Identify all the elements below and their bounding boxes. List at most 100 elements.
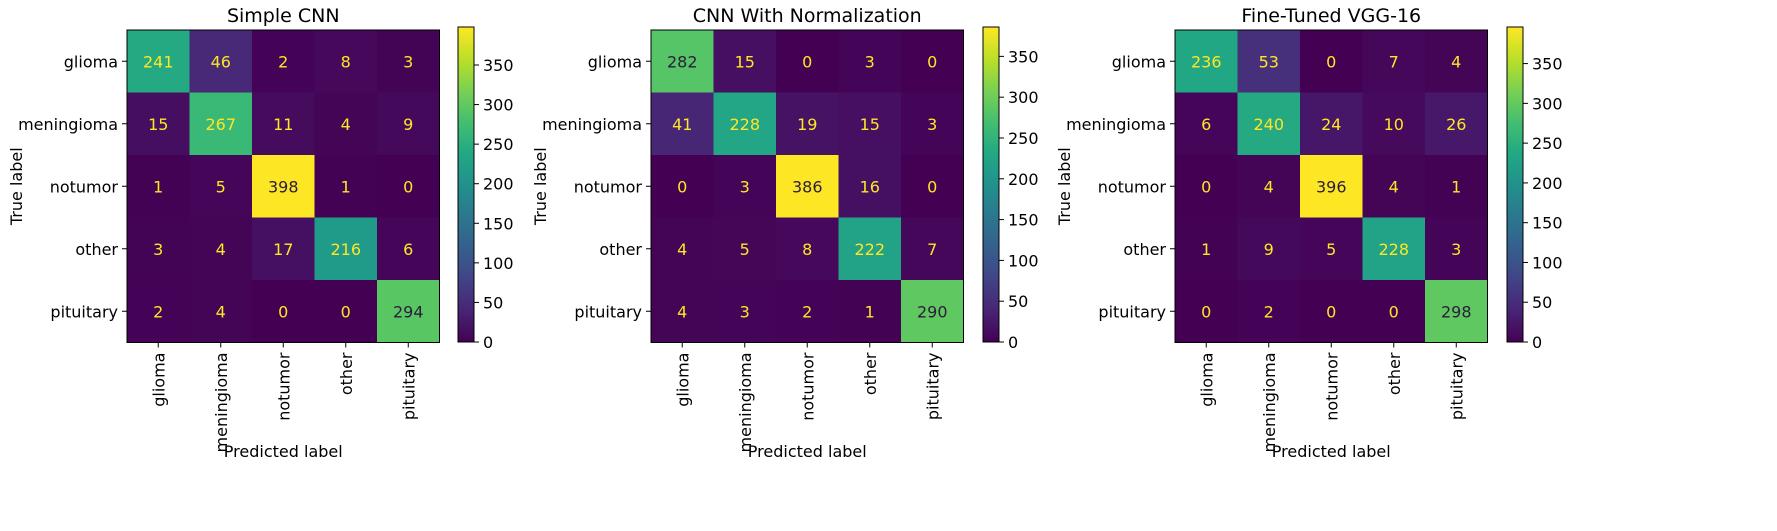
y-tick-label: meningioma xyxy=(18,115,118,134)
heatmap-cell xyxy=(776,280,839,343)
colorbar-tick-label: 100 xyxy=(1532,253,1563,272)
heatmap-cell xyxy=(776,30,839,93)
cell-value-label: 0 xyxy=(927,177,937,196)
cell-value-label: 1 xyxy=(865,302,875,321)
y-tick-label: pituitary xyxy=(50,302,118,321)
cell-value-label: 0 xyxy=(1326,302,1336,321)
heatmap-cell xyxy=(776,217,839,281)
panel-title: Fine-Tuned VGG-16 xyxy=(1241,5,1421,27)
colorbar-tick-label: 150 xyxy=(1008,211,1039,230)
heatmap-cell xyxy=(838,92,902,156)
colorbar-tick-label: 100 xyxy=(483,254,514,273)
colorbar-tick-label: 350 xyxy=(483,56,514,75)
heatmap-cell xyxy=(1175,30,1238,93)
y-axis-label: True label xyxy=(1055,147,1074,226)
y-axis-label: True label xyxy=(531,147,550,226)
cell-value-label: 228 xyxy=(1378,240,1409,259)
cell-value-label: 24 xyxy=(1321,115,1341,134)
colorbar-tick-label: 300 xyxy=(1532,94,1563,113)
heatmap-cell xyxy=(189,30,253,93)
colorbar-tick-label: 50 xyxy=(1008,292,1028,311)
heatmap-cell xyxy=(252,92,315,156)
x-tick-label: other xyxy=(1385,352,1404,395)
cell-value-label: 7 xyxy=(1389,52,1399,71)
y-tick-label: notumor xyxy=(50,177,119,196)
x-tick-label: glioma xyxy=(149,353,168,407)
heatmap-cell xyxy=(838,280,902,343)
cell-value-label: 1 xyxy=(1451,177,1461,196)
x-tick-label: glioma xyxy=(673,353,692,407)
cell-value-label: 5 xyxy=(740,240,750,259)
x-tick-label: meningioma xyxy=(1260,353,1279,453)
colorbar-tick-label: 200 xyxy=(1532,174,1563,193)
heatmap-cell xyxy=(127,217,190,281)
colorbar-tick-label: 200 xyxy=(483,175,514,194)
heatmap-cell xyxy=(189,217,253,281)
cell-value-label: 3 xyxy=(740,302,750,321)
cell-value-label: 15 xyxy=(735,52,755,71)
cell-value-label: 282 xyxy=(667,52,698,71)
heatmap-cell xyxy=(838,217,902,281)
cell-value-label: 290 xyxy=(917,302,948,321)
cell-value-label: 0 xyxy=(403,177,413,196)
y-axis-label: True label xyxy=(7,147,26,226)
cell-value-label: 0 xyxy=(802,52,812,71)
colorbar-tick-label: 50 xyxy=(1532,293,1552,312)
cell-value-label: 8 xyxy=(802,240,812,259)
cell-value-label: 17 xyxy=(273,240,293,259)
heatmap-cell xyxy=(1362,30,1426,93)
heatmap-cell xyxy=(189,92,253,156)
cell-value-label: 398 xyxy=(268,177,299,196)
y-tick-label: notumor xyxy=(574,177,643,196)
heatmap-cell xyxy=(651,217,714,281)
colorbar-tick-label: 300 xyxy=(483,96,514,115)
heatmap-cell xyxy=(1237,155,1301,218)
heatmap-cell xyxy=(314,280,378,343)
cell-value-label: 0 xyxy=(341,302,351,321)
cell-value-label: 46 xyxy=(211,52,231,71)
heatmap-cell xyxy=(1175,217,1238,281)
x-tick-label: meningioma xyxy=(736,353,755,453)
cell-value-label: 298 xyxy=(1441,302,1472,321)
cell-value-label: 216 xyxy=(330,240,361,259)
colorbar-tick-label: 0 xyxy=(1532,333,1542,352)
colorbar-tick-label: 350 xyxy=(1008,47,1039,66)
heatmap-cell xyxy=(1362,155,1426,218)
colorbar xyxy=(1506,26,1524,343)
cell-value-label: 0 xyxy=(1201,302,1211,321)
cell-value-label: 241 xyxy=(143,52,174,71)
cell-value-label: 2 xyxy=(278,52,288,71)
heatmap-cell xyxy=(713,92,777,156)
heatmap-cell xyxy=(127,30,190,93)
heatmap-cell xyxy=(1237,30,1301,93)
cell-value-label: 1 xyxy=(341,177,351,196)
y-tick-label: pituitary xyxy=(574,302,642,321)
cell-value-label: 3 xyxy=(927,115,937,134)
cell-value-label: 41 xyxy=(672,115,692,134)
cell-value-label: 26 xyxy=(1446,115,1466,134)
heatmap-cell xyxy=(377,92,440,156)
heatmap-cell xyxy=(127,155,190,218)
cell-value-label: 19 xyxy=(797,115,817,134)
cell-value-label: 3 xyxy=(403,52,413,71)
heatmap-cell xyxy=(1425,280,1488,343)
x-tick-label: other xyxy=(337,352,356,395)
y-tick-label: notumor xyxy=(1098,177,1167,196)
x-axis-label: Predicted label xyxy=(224,442,343,461)
x-tick-label: pituitary xyxy=(399,353,418,421)
cell-value-label: 15 xyxy=(860,115,880,134)
heatmap-cell xyxy=(1175,155,1238,218)
cell-value-label: 0 xyxy=(1201,177,1211,196)
heatmap-cell xyxy=(901,92,964,156)
heatmap-cell xyxy=(252,217,315,281)
cell-value-label: 0 xyxy=(927,52,937,71)
cell-value-label: 3 xyxy=(865,52,875,71)
heatmap-cell xyxy=(1237,217,1301,281)
cell-value-label: 10 xyxy=(1384,115,1404,134)
heatmap-cell xyxy=(377,217,440,281)
heatmap-cell xyxy=(1425,30,1488,93)
cell-value-label: 228 xyxy=(729,115,760,134)
cell-value-label: 6 xyxy=(1201,115,1211,134)
